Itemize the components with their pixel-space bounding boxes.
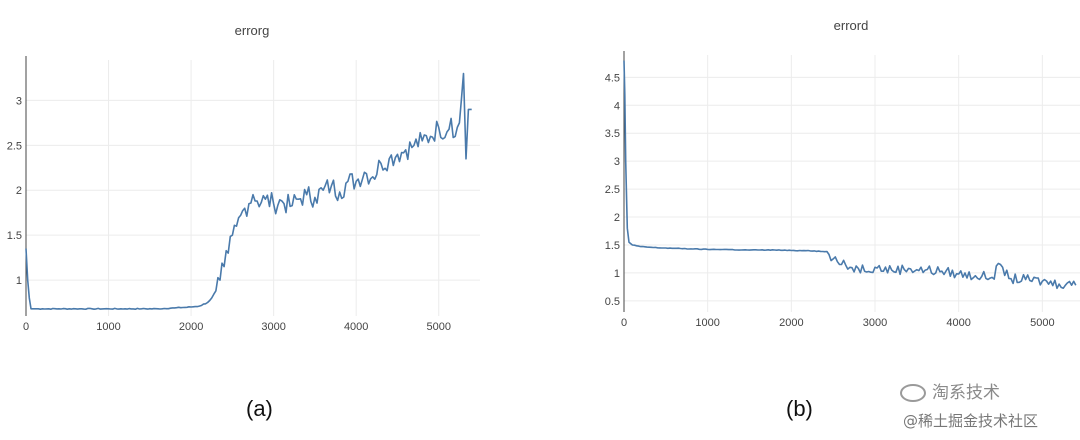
y-tick-label: 4.5: [605, 72, 620, 84]
series-line: [25, 72, 472, 310]
x-tick-label: 1000: [96, 321, 120, 333]
y-tick-label: 1: [16, 275, 22, 287]
errorg-chart: errorg 0 1000 2000 3000 4000 5000 1 1.5 2 2.5 3: [7, 23, 480, 333]
errord-axes: 0 1000 2000 3000 4000 5000 0.5 1 1.5 2 2.5 3 3.5 4 4.5: [605, 51, 1055, 329]
errorg-grid: [25, 60, 480, 316]
x-tick-label: 1000: [695, 317, 719, 329]
chart-title-errorg: errorg: [235, 23, 270, 38]
y-tick-label: 1.5: [605, 240, 620, 252]
x-tick-label: 4000: [946, 317, 970, 329]
errord-grid: [623, 55, 1080, 312]
y-tick-label: 3: [16, 95, 22, 107]
x-tick-label: 5000: [1030, 317, 1054, 329]
wechat-icon: [900, 384, 926, 402]
errorg-series: [25, 72, 472, 310]
y-tick-label: 2.5: [605, 184, 620, 196]
y-tick-label: 4: [614, 100, 620, 112]
series-line: [623, 60, 1077, 290]
x-tick-label: 0: [621, 317, 627, 329]
errord-series: [623, 60, 1077, 290]
y-tick-label: 3.5: [605, 128, 620, 140]
x-tick-label: 3000: [863, 317, 887, 329]
watermark-line1: 淘系技术: [932, 383, 1000, 403]
y-tick-label: 2.5: [7, 140, 22, 152]
x-tick-label: 2000: [779, 317, 803, 329]
watermark-title: 淘系技术: [900, 378, 1000, 403]
x-tick-label: 2000: [179, 321, 203, 333]
x-tick-label: 3000: [261, 321, 285, 333]
caption-b: (b): [786, 396, 813, 421]
y-tick-label: 2: [16, 185, 22, 197]
y-tick-label: 0.5: [605, 296, 620, 308]
x-tick-label: 5000: [426, 321, 450, 333]
watermark-credit: @稀土掘金技术社区: [903, 412, 1039, 430]
chart-title-errord: errord: [834, 18, 869, 33]
x-tick-label: 0: [23, 321, 29, 333]
y-tick-label: 2: [614, 212, 620, 224]
errord-chart: errord 0 1000 2000 3000 4000 5000 0.5 1 1.5 2 2.5 3…: [605, 18, 1080, 329]
x-tick-label: 4000: [344, 321, 368, 333]
caption-a: (a): [246, 396, 273, 421]
errorg-axes: 0 1000 2000 3000 4000 5000 1 1.5 2 2.5 3: [7, 56, 451, 333]
y-tick-label: 3: [614, 156, 620, 168]
y-tick-label: 1: [614, 268, 620, 280]
y-tick-label: 1.5: [7, 230, 22, 242]
